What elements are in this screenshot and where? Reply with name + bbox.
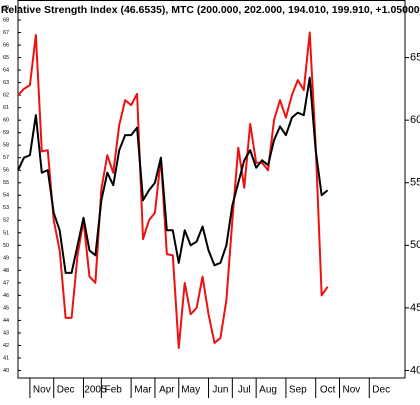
y2-tick-label: 60 bbox=[410, 114, 420, 126]
x-tick-label: May bbox=[181, 385, 200, 396]
y-tick-label: 46 bbox=[3, 293, 9, 299]
y-tick-label: 40 bbox=[3, 368, 9, 374]
series-line bbox=[17, 76, 329, 274]
y-tick-label: 65 bbox=[3, 55, 9, 61]
y-tick-label: 57 bbox=[3, 155, 9, 161]
y-tick-label: 58 bbox=[3, 143, 9, 149]
y-tick-label: 42 bbox=[3, 343, 9, 349]
y-tick-label: 61 bbox=[3, 105, 9, 111]
y-tick-label: 45 bbox=[3, 305, 9, 311]
x-tick-label: Apr bbox=[159, 385, 175, 396]
chart-title: Relative Strength Index (46.6535), MTC (… bbox=[1, 4, 420, 16]
y2-tick-label: 65 bbox=[410, 51, 420, 63]
y-tick-label: 66 bbox=[3, 43, 9, 49]
x-tick-label: Sep bbox=[289, 385, 307, 396]
y-tick-label: 59 bbox=[3, 130, 9, 136]
y-tick-label: 47 bbox=[3, 280, 9, 286]
y-tick-label: 49 bbox=[3, 255, 9, 261]
plot-frame bbox=[17, 0, 406, 379]
y-tick-label: 41 bbox=[3, 355, 9, 361]
x-tick-label: Dec bbox=[57, 385, 75, 396]
y-tick-label: 64 bbox=[3, 68, 9, 74]
y-tick-label: 44 bbox=[3, 318, 9, 324]
x-tick-label: 2005 bbox=[84, 385, 107, 396]
y-tick-label: 55 bbox=[3, 180, 9, 186]
y2-tick-label: 40 bbox=[410, 364, 420, 376]
x-tick-label: Nov bbox=[33, 385, 51, 396]
y-tick-label: 43 bbox=[3, 330, 9, 336]
x-tick-label: Jul bbox=[238, 385, 251, 396]
y-tick-label: 67 bbox=[3, 30, 9, 36]
y2-tick-label: 45 bbox=[410, 302, 420, 314]
y-tick-label: 62 bbox=[3, 93, 9, 99]
y-tick-label: 54 bbox=[3, 193, 9, 199]
x-tick-label: Nov bbox=[343, 385, 361, 396]
x-tick-label: Jun bbox=[212, 385, 228, 396]
y-tick-label: 50 bbox=[3, 243, 9, 249]
y-tick-label: 56 bbox=[3, 168, 9, 174]
y-tick-label: 51 bbox=[3, 230, 9, 236]
y2-tick-label: 50 bbox=[410, 239, 420, 251]
y2-tick-label: 55 bbox=[410, 177, 420, 189]
y-tick-label: 52 bbox=[3, 218, 9, 224]
y-tick-label: 63 bbox=[3, 80, 9, 86]
y-tick-label: 68 bbox=[3, 17, 9, 23]
x-tick-label: Dec bbox=[372, 385, 390, 396]
x-tick-label: Aug bbox=[259, 385, 277, 396]
y-tick-label: 60 bbox=[3, 118, 9, 124]
x-tick-label: Mar bbox=[134, 385, 152, 396]
y-tick-label: 53 bbox=[3, 205, 9, 211]
y-tick-label: 69 bbox=[3, 5, 9, 11]
y-tick-label: 48 bbox=[3, 268, 9, 274]
x-tick-label: Oct bbox=[320, 385, 336, 396]
x-tick-label: Feb bbox=[105, 385, 123, 396]
series-line bbox=[17, 31, 329, 349]
